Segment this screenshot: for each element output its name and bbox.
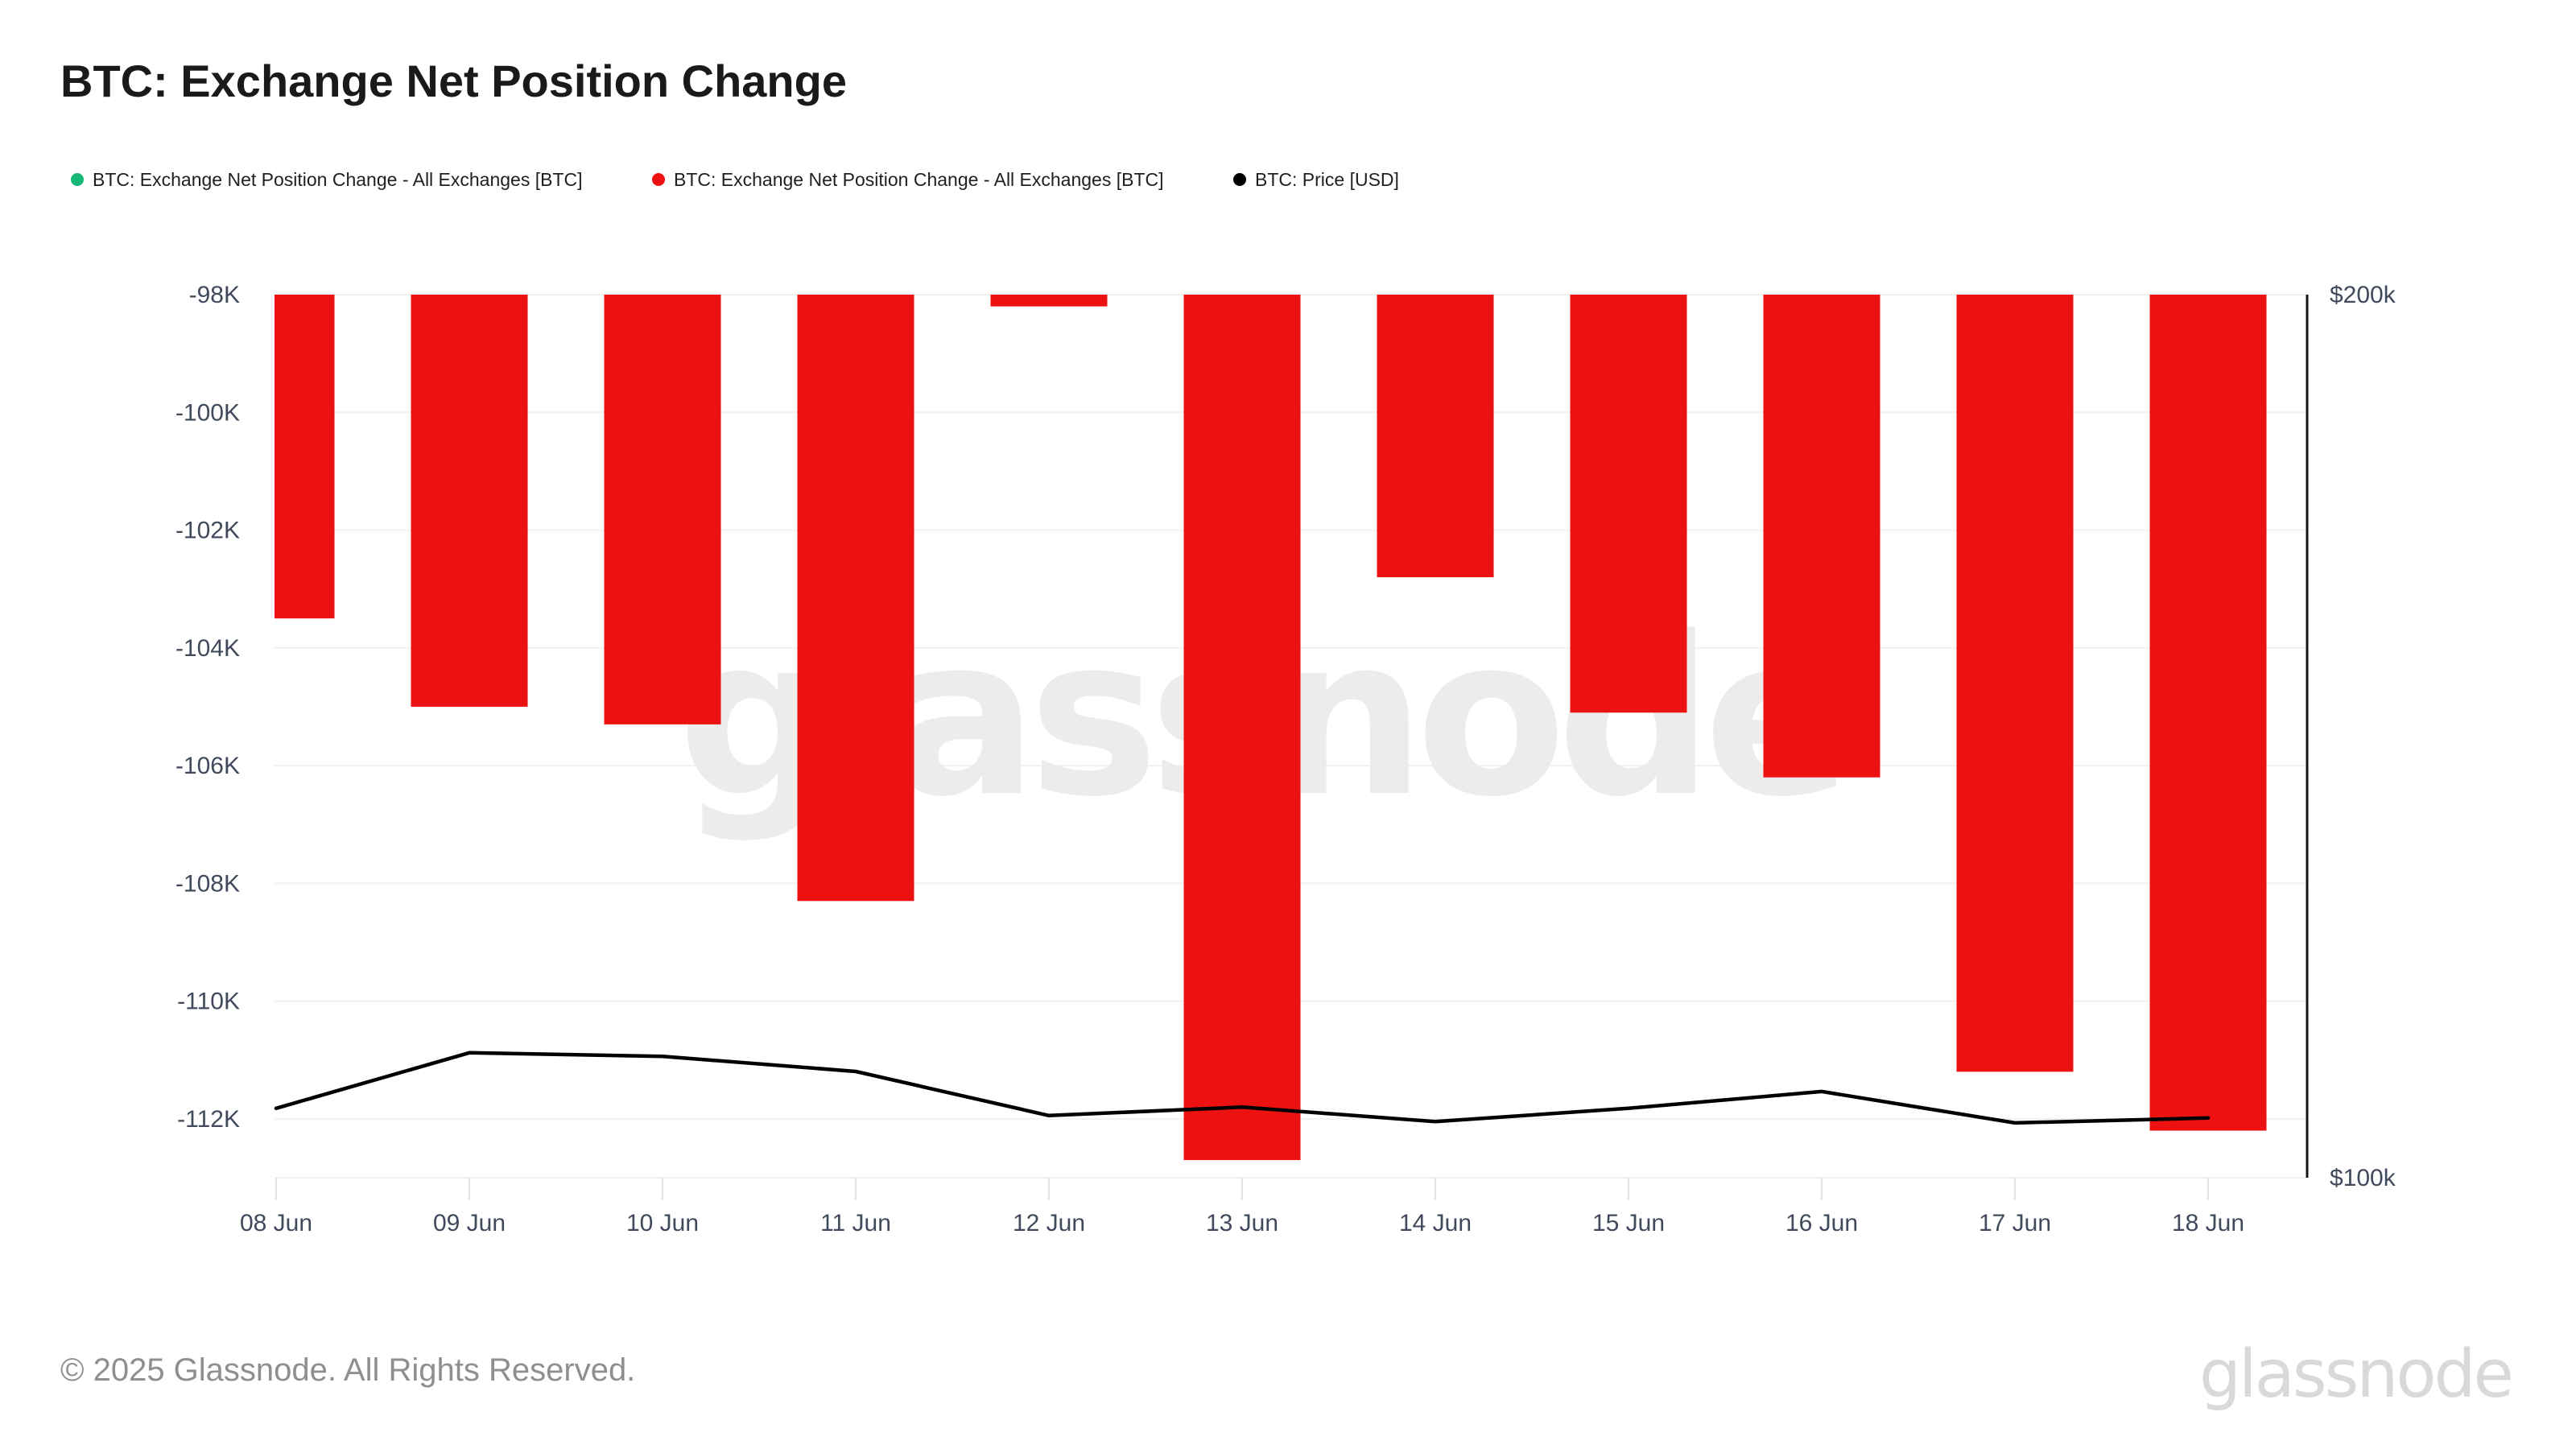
- left-axis-label: -110K: [177, 989, 240, 1015]
- x-axis-label: 17 Jun: [1979, 1210, 2051, 1236]
- left-axis-label: -104K: [175, 635, 240, 662]
- x-axis-label: 08 Jun: [240, 1210, 312, 1236]
- left-axis-label: -102K: [175, 518, 240, 544]
- bar-net-position-change: [2149, 295, 2267, 1131]
- x-axis-label: 15 Jun: [1592, 1210, 1665, 1236]
- bar-net-position-change: [1377, 295, 1494, 578]
- bar-net-position-change: [797, 295, 914, 902]
- legend: BTC: Exchange Net Position Change - All …: [0, 166, 2576, 193]
- bar-net-position-change: [1183, 295, 1301, 1161]
- x-axis-label: 14 Jun: [1399, 1210, 1472, 1236]
- legend-dot-green-icon: [71, 173, 84, 186]
- legend-label: BTC: Exchange Net Position Change - All …: [674, 168, 1164, 190]
- legend-item-net-position-red[interactable]: BTC: Exchange Net Position Change - All …: [652, 166, 1164, 193]
- legend-label: BTC: Exchange Net Position Change - All …: [93, 168, 583, 190]
- bar-net-position-change: [275, 295, 335, 619]
- bar-net-position-change: [1956, 295, 2074, 1072]
- left-axis-label: -100K: [175, 399, 240, 426]
- bar-net-position-change: [1763, 295, 1880, 778]
- legend-item-net-position-green[interactable]: BTC: Exchange Net Position Change - All …: [71, 166, 583, 193]
- copyright-text: © 2025 Glassnode. All Rights Reserved.: [60, 1352, 636, 1388]
- left-axis-label: -112K: [177, 1106, 240, 1133]
- x-axis-label: 10 Jun: [626, 1210, 699, 1236]
- legend-item-price[interactable]: BTC: Price [USD]: [1233, 166, 1399, 193]
- x-axis-label: 11 Jun: [820, 1210, 891, 1236]
- x-axis-label: 12 Jun: [1013, 1210, 1085, 1236]
- bar-net-position-change: [604, 295, 721, 724]
- page-title: BTC: Exchange Net Position Change: [60, 56, 847, 106]
- bar-net-position-change: [411, 295, 528, 707]
- x-axis-label: 18 Jun: [2172, 1210, 2244, 1236]
- x-axis-label: 16 Jun: [1785, 1210, 1858, 1236]
- left-axis-label: -108K: [175, 870, 240, 897]
- x-axis-label: 09 Jun: [433, 1210, 506, 1236]
- legend-dot-black-icon: [1233, 173, 1246, 186]
- legend-dot-red-icon: [652, 173, 665, 186]
- bar-net-position-change: [1570, 295, 1687, 713]
- left-axis-label: -106K: [175, 753, 240, 779]
- x-axis-label: 13 Jun: [1206, 1210, 1278, 1236]
- price-line: [274, 1051, 2211, 1125]
- right-axis-label: $100k: [2330, 1165, 2396, 1191]
- glassnode-logo: glassnode: [2198, 1336, 2514, 1413]
- legend-label: BTC: Price [USD]: [1255, 168, 1399, 190]
- bar-net-position-change: [990, 295, 1108, 307]
- right-axis-label: $200k: [2330, 282, 2396, 308]
- left-axis-label: -98K: [189, 282, 240, 308]
